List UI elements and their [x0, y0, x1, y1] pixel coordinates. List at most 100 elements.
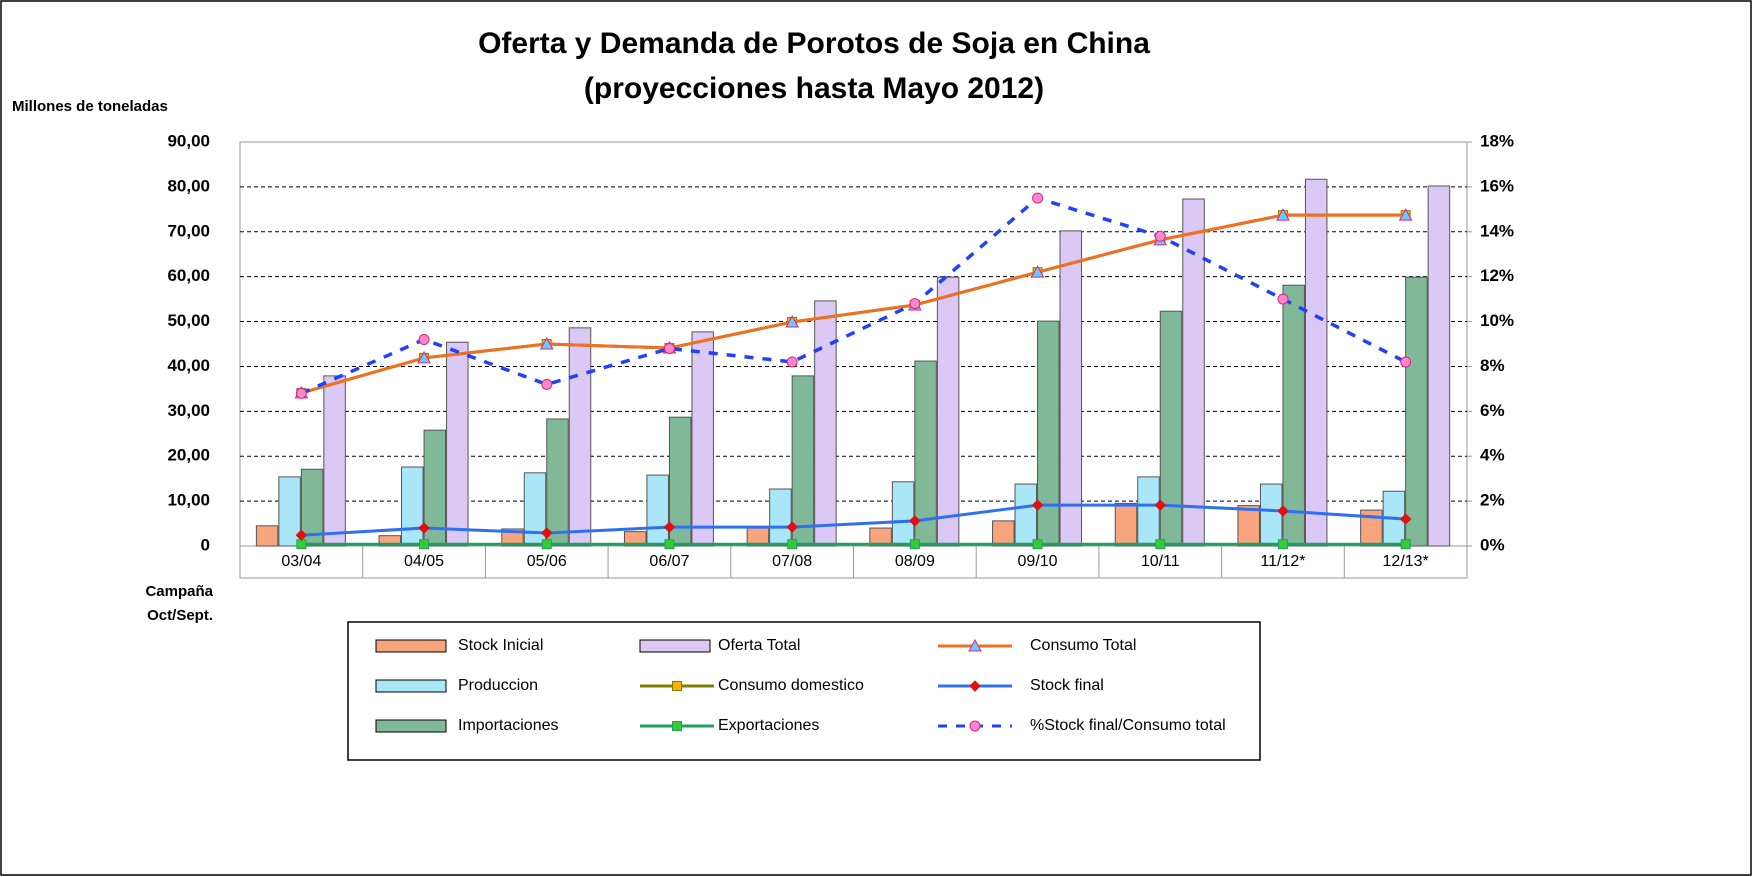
chart-subtitle: (proyecciones hasta Mayo 2012): [584, 72, 1044, 105]
bar: [814, 300, 837, 547]
marker: [1155, 539, 1166, 550]
marker: [909, 539, 920, 550]
marker: [968, 638, 982, 652]
marker: [1277, 539, 1288, 550]
marker: [1400, 539, 1411, 550]
y2-tick-label: 0%: [1480, 535, 1505, 554]
y2-tick-label: 4%: [1480, 446, 1505, 465]
legend-label: Exportaciones: [718, 717, 819, 734]
x-tick-label: 06/07: [649, 553, 689, 570]
legend-label: Stock final: [1030, 677, 1104, 694]
marker: [1398, 208, 1413, 221]
y-tick-label: 80,00: [167, 176, 210, 195]
bar: [1304, 178, 1328, 547]
legend-label: Stock Inicial: [458, 637, 543, 654]
bar: [1059, 230, 1083, 547]
y2-tick-label: 14%: [1480, 221, 1514, 240]
y2-tick-label: 6%: [1480, 401, 1505, 420]
marker: [909, 298, 921, 310]
marker: [672, 681, 682, 691]
marker: [1154, 499, 1166, 511]
bar: [278, 476, 301, 547]
bar: [769, 488, 792, 547]
y2-tick-label: 16%: [1480, 176, 1514, 195]
bar: [523, 472, 547, 547]
bar: [1014, 483, 1038, 547]
x-tick-label: 11/12*: [1260, 553, 1305, 570]
y-tick-label: 10,00: [167, 491, 210, 510]
marker: [785, 314, 799, 328]
marker: [1277, 505, 1289, 517]
x-tick-label: 07/08: [772, 553, 812, 570]
marker: [1032, 192, 1044, 204]
line: [301, 503, 1406, 537]
bar: [646, 474, 669, 547]
marker: [1154, 230, 1166, 242]
bar: [378, 535, 402, 547]
y-tick-label: 90,00: [167, 131, 210, 150]
bar: [446, 341, 469, 547]
bar: [1360, 509, 1383, 547]
bar: [1037, 320, 1060, 547]
marker: [1030, 265, 1045, 278]
marker: [541, 378, 553, 390]
x-tick-label: 04/05: [404, 553, 444, 570]
bar: [1237, 505, 1260, 547]
marker: [295, 387, 307, 399]
legend-label: Consumo Total: [1030, 637, 1136, 654]
x-tick-label: 05/06: [527, 553, 567, 570]
y-tick-label: 60,00: [167, 266, 210, 285]
marker: [786, 356, 798, 368]
line: [300, 213, 1406, 395]
y-tick-label: 30,00: [167, 401, 210, 420]
bar: [1259, 483, 1283, 547]
legend-swatch: [375, 639, 447, 653]
marker: [1399, 513, 1412, 525]
legend-swatch: [375, 679, 447, 693]
marker: [1276, 208, 1290, 221]
y-tick-label: 70,00: [167, 221, 210, 240]
marker: [418, 334, 430, 346]
y2-tick-label: 18%: [1480, 131, 1514, 150]
x-tick-label: 09/10: [1018, 553, 1058, 570]
x-tick-label: 03/04: [281, 553, 321, 570]
marker: [539, 336, 554, 350]
marker: [418, 522, 430, 534]
marker: [541, 539, 552, 550]
legend-swatch: [375, 719, 447, 733]
bar: [623, 531, 647, 547]
bar: [1182, 198, 1205, 547]
bar: [300, 468, 324, 547]
legend-label: Consumo domestico: [718, 677, 864, 694]
x-tick-label: 08/09: [895, 553, 935, 570]
marker: [296, 539, 307, 550]
bar: [1405, 276, 1428, 547]
marker: [787, 539, 798, 550]
bar: [914, 360, 937, 547]
bar: [1427, 185, 1451, 547]
marker: [541, 527, 553, 539]
bar: [992, 520, 1015, 547]
bar: [255, 525, 279, 547]
marker: [417, 350, 431, 364]
marker: [909, 515, 921, 527]
marker: [1031, 499, 1044, 511]
y-tick-label: 0: [201, 535, 210, 554]
chart-title: Oferta y Demanda de Porotos de Soja en C…: [478, 27, 1150, 60]
marker: [1400, 356, 1412, 368]
marker: [663, 342, 675, 354]
marker: [419, 539, 430, 550]
bar: [1114, 502, 1138, 547]
y2-tick-label: 2%: [1480, 491, 1505, 510]
y-axis-label: Millones de toneladas: [12, 98, 168, 115]
marker: [786, 521, 798, 533]
bar: [791, 375, 815, 547]
marker: [664, 539, 675, 550]
y-tick-label: 20,00: [167, 446, 210, 465]
bar: [1159, 310, 1183, 547]
legend-label: Importaciones: [458, 717, 559, 734]
line: [300, 196, 1407, 395]
legend: [347, 621, 1261, 761]
x-tick-label: 12/13*: [1383, 553, 1429, 570]
